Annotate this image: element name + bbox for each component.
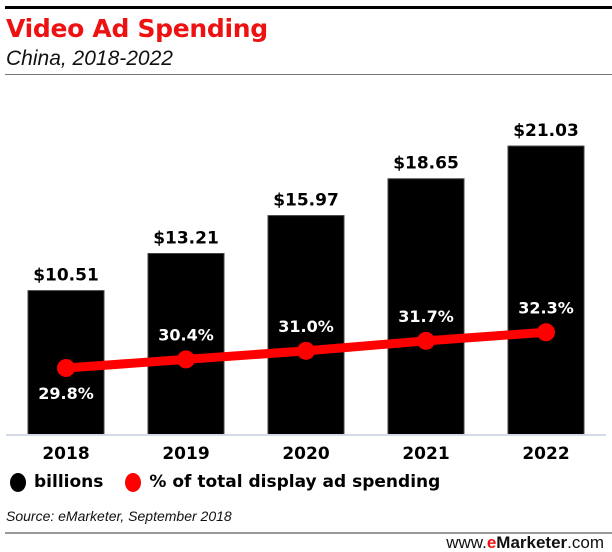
line-value-label-2018: 29.8% bbox=[38, 384, 94, 403]
legend-swatch-percent bbox=[125, 472, 142, 492]
line-value-label-2021: 31.7% bbox=[398, 307, 454, 326]
x-tick-label-2020: 2020 bbox=[282, 444, 329, 464]
legend-label-percent: % of total display ad spending bbox=[149, 472, 441, 492]
line-point-2022 bbox=[537, 323, 555, 342]
x-tick-label-2022: 2022 bbox=[522, 444, 569, 464]
chart-title: Video Ad Spending bbox=[6, 14, 268, 43]
bar-value-label-2021: $18.65 bbox=[393, 154, 459, 174]
brand-name: Marketer bbox=[496, 533, 568, 552]
bar-value-label-2020: $15.97 bbox=[273, 191, 339, 211]
bar-value-label-2018: $10.51 bbox=[33, 266, 99, 286]
brand-prefix: www. bbox=[446, 533, 487, 552]
line-point-2020 bbox=[297, 341, 315, 360]
bar-2021 bbox=[387, 178, 465, 436]
footer-rule bbox=[5, 532, 612, 534]
source-note: Source: eMarketer, September 2018 bbox=[6, 508, 232, 524]
bar-2020 bbox=[267, 215, 345, 436]
bar-value-label-2019: $13.21 bbox=[153, 228, 219, 248]
legend-label-billions: billions bbox=[34, 472, 104, 492]
legend: billions % of total display ad spending bbox=[10, 472, 440, 492]
line-value-label-2020: 31.0% bbox=[278, 317, 334, 336]
chart-subtitle: China, 2018-2022 bbox=[6, 47, 173, 70]
brand-logo: www.eMarketer.com bbox=[446, 533, 604, 552]
subtitle-rule bbox=[5, 74, 612, 75]
top-rule bbox=[5, 6, 612, 9]
line-value-label-2022: 32.3% bbox=[518, 298, 574, 317]
line-value-label-2019: 30.4% bbox=[158, 325, 214, 344]
x-tick-label-2019: 2019 bbox=[162, 444, 209, 464]
line-point-2019 bbox=[177, 350, 195, 369]
brand-suffix: .com bbox=[567, 533, 604, 552]
x-tick-label-2021: 2021 bbox=[402, 444, 449, 464]
brand-accent: e bbox=[486, 533, 497, 552]
legend-swatch-billions bbox=[10, 472, 26, 492]
x-tick-label-2018: 2018 bbox=[42, 444, 89, 464]
line-point-2018 bbox=[57, 359, 75, 377]
bar-2022 bbox=[507, 145, 585, 436]
line-point-2021 bbox=[417, 331, 435, 350]
bar-value-label-2022: $21.03 bbox=[513, 121, 579, 141]
